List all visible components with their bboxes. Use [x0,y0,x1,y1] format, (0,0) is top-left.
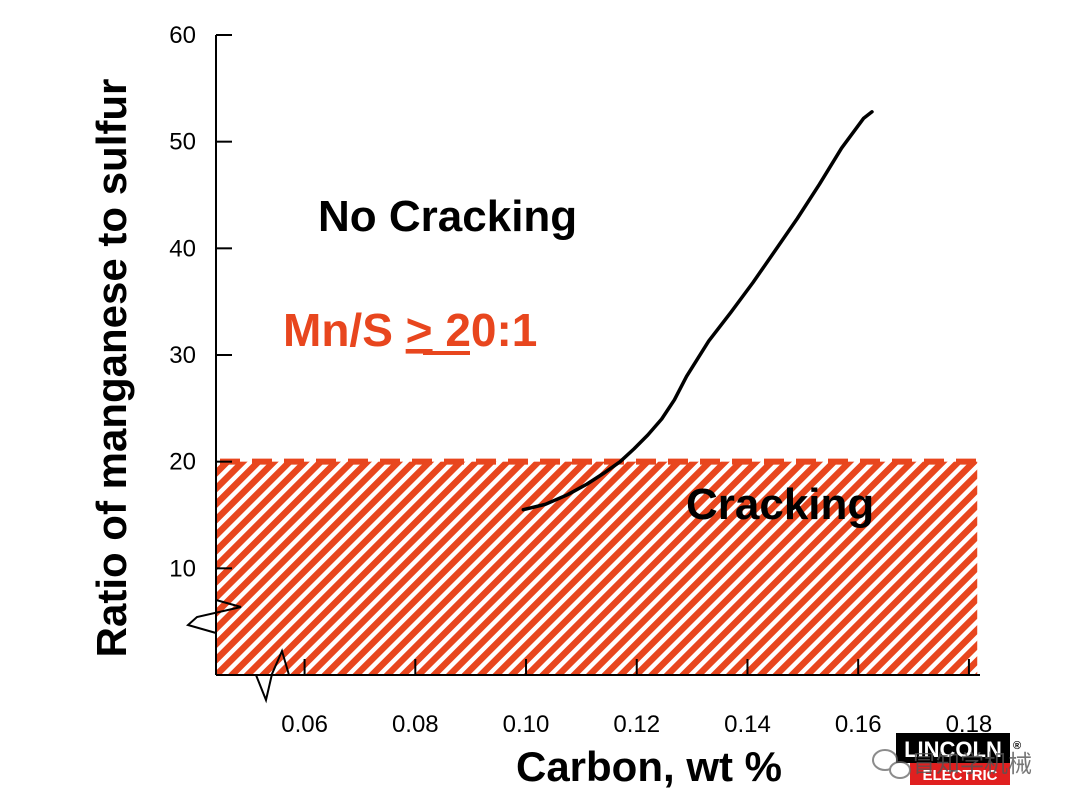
y-tick-label: 20 [169,449,196,476]
y-tick-label: 40 [169,235,196,262]
mn-s-ratio-label: Mn/S > 20:1 [283,304,537,356]
lincoln-electric-logo: LINCOLN ® ELECTRIC [896,733,1021,785]
x-tick-label: 0.10 [503,711,550,738]
y-tick-label: 60 [169,22,196,49]
y-axis-title: Ratio of manganese to sulfur [88,79,135,658]
watermark-text: 冒知学机械 [912,750,1032,778]
x-tick-label: 0.16 [835,711,882,738]
y-axis-break-mark [185,599,242,634]
logo-registered-mark: ® [1013,740,1021,752]
logo-electric-text: ELECTRIC [923,767,998,784]
mn-s-ratio-value: 20:1 [433,304,538,356]
cracking-region [216,461,978,675]
x-tick-label: 0.06 [281,711,328,738]
x-tick-label: 0.14 [724,711,771,738]
mn-s-ratio-symbol: > [406,304,433,356]
x-ticks: 0.06 0.08 0.10 0.12 0.14 0.16 0.18 [281,659,992,738]
logo-lincoln-text: LINCOLN [904,737,1002,762]
cracking-label: Cracking [686,480,874,529]
chat-bubble-icon [872,749,911,779]
cracking-boundary-curve [521,110,874,512]
x-tick-label: 0.08 [392,711,439,738]
x-tick-label: 0.12 [613,711,660,738]
y-tick-label: 50 [169,129,196,156]
x-axis-title: Carbon, wt % [516,743,782,790]
y-ticks: 10 20 30 40 50 60 [169,22,232,582]
no-cracking-label: No Cracking [318,192,577,241]
mn-s-ratio-prefix: Mn/S [283,304,406,356]
x-axis-break-mark [255,648,290,704]
logo-bottom-box [910,763,1010,785]
logo-top-box [896,733,1010,763]
y-tick-label: 10 [169,555,196,582]
watermark: 冒知学机械 [872,749,1032,779]
y-tick-label: 30 [169,342,196,369]
